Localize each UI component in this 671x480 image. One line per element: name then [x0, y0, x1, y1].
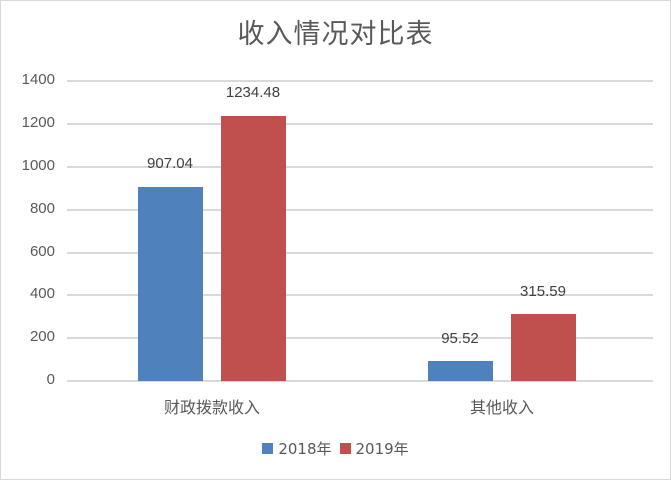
gridline-1200: [67, 123, 653, 125]
data-label: 1234.48: [225, 84, 281, 101]
y-tick-1200: 1200: [21, 114, 55, 131]
y-tick-0: 0: [46, 371, 55, 388]
data-label: 315.59: [520, 283, 566, 300]
legend-label: 2018年: [278, 440, 332, 458]
gridline-1000: [67, 166, 653, 168]
data-label: 95.52: [441, 330, 479, 347]
gridline-600: [67, 252, 653, 254]
bar-2018-other: [428, 361, 493, 381]
y-tick-400: 400: [29, 285, 55, 302]
bar-2019-fiscal: [221, 116, 286, 381]
x-axis-line: [67, 380, 653, 382]
y-tick-800: 800: [29, 200, 55, 217]
gridline-800: [67, 209, 653, 211]
x-category-label: 财政拨款收入: [163, 398, 260, 417]
y-tick-200: 200: [29, 328, 55, 345]
legend-swatch-red-icon: [339, 443, 351, 454]
gridline-200: [67, 337, 653, 339]
legend-item-2018: 2018年: [262, 438, 332, 459]
gridline-400: [67, 294, 653, 296]
bar-2019-other: [511, 314, 576, 381]
gridline-1400: [67, 80, 653, 82]
legend-swatch-blue-icon: [262, 443, 274, 454]
x-category-label: 其他收入: [469, 398, 534, 417]
chart-title: 收入情况对比表: [237, 19, 434, 50]
y-tick-600: 600: [29, 243, 55, 260]
data-label: 907.04: [147, 155, 193, 172]
bar-2018-fiscal: [138, 187, 203, 381]
legend-item-2019: 2019年: [339, 438, 409, 459]
y-tick-1400: 1400: [21, 71, 55, 88]
legend-label: 2019年: [355, 440, 409, 458]
y-tick-1000: 1000: [21, 157, 55, 174]
legend: 2018年 2019年: [0, 438, 671, 459]
